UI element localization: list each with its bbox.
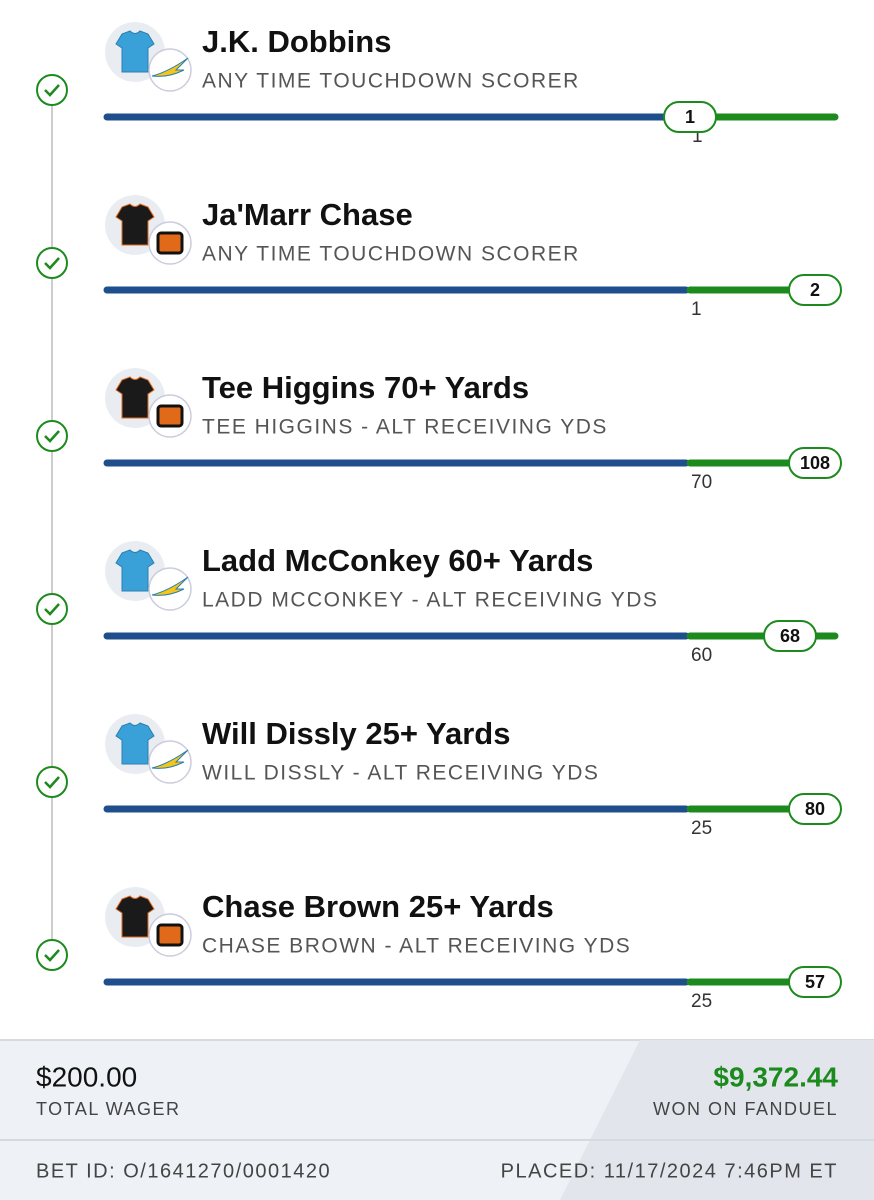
leg-market: WILL DISSLY - ALT RECEIVING YDS (202, 762, 599, 785)
check-mark (44, 949, 60, 962)
jersey (115, 376, 155, 419)
result-bubble (663, 101, 717, 133)
leg: Ladd McConkey 60+ Yards LADD MCCONKEY - A… (36, 541, 839, 666)
leg-market: LADD MCCONKEY - ALT RECEIVING YDS (202, 589, 658, 612)
result-bubble (788, 793, 842, 825)
leg-market: ANY TIME TOUCHDOWN SCORER (202, 70, 580, 93)
team-logo (151, 57, 189, 77)
payout-label: WON ON FANDUEL (653, 1099, 838, 1119)
leg: Tee Higgins 70+ Yards TEE HIGGINS - ALT R… (36, 368, 842, 493)
wager: $200.00 (36, 1061, 137, 1092)
team-logo (151, 576, 189, 596)
check-icon (36, 420, 68, 452)
leg-title: Chase Brown 25+ Yards (202, 889, 554, 924)
leg-title: J.K. Dobbins (202, 24, 391, 59)
check-icon (36, 766, 68, 798)
leg-market: ANY TIME TOUCHDOWN SCORER (202, 243, 580, 266)
result-value: 108 (800, 453, 830, 473)
leg: Will Dissly 25+ Yards WILL DISSLY - ALT R… (36, 714, 842, 839)
check-icon (36, 74, 68, 106)
target-label: 1 (692, 126, 703, 147)
result-value: 68 (780, 626, 800, 646)
team-logo (156, 404, 184, 428)
wager-label: TOTAL WAGER (36, 1099, 181, 1119)
leg: J.K. Dobbins ANY TIME TOUCHDOWN SCORER 11 (36, 22, 839, 147)
leg: Chase Brown 25+ Yards CHASE BROWN - ALT R… (36, 887, 842, 1012)
placed-time: PLACED: 11/17/2024 7:46PM ET (501, 1160, 838, 1182)
result-value: 2 (810, 280, 820, 300)
team-logo (156, 231, 184, 255)
result-bubble (788, 274, 842, 306)
footer-watermark (560, 1040, 874, 1200)
check-mark (44, 603, 60, 616)
jersey (115, 30, 155, 73)
check-mark (44, 257, 60, 270)
target-label: 1 (691, 299, 702, 320)
leg-title: Tee Higgins 70+ Yards (202, 370, 529, 405)
check-mark (44, 776, 60, 789)
jersey (115, 549, 155, 592)
result-value: 57 (805, 972, 825, 992)
result-bubble (788, 966, 842, 998)
target-label: 70 (691, 472, 712, 493)
payout: $9,372.44 (713, 1061, 838, 1092)
jersey (115, 722, 155, 765)
jersey (115, 895, 155, 938)
leg-market: TEE HIGGINS - ALT RECEIVING YDS (202, 416, 608, 439)
jersey (115, 203, 155, 246)
leg-market: CHASE BROWN - ALT RECEIVING YDS (202, 935, 631, 958)
leg-title: Will Dissly 25+ Yards (202, 716, 510, 751)
result-bubble (788, 447, 842, 479)
result-value: 80 (805, 799, 825, 819)
leg-title: Ja'Marr Chase (202, 197, 413, 232)
target-label: 60 (691, 645, 712, 666)
leg-title: Ladd McConkey 60+ Yards (202, 543, 593, 578)
bet-id: BET ID: O/1641270/0001420 (36, 1160, 331, 1182)
check-icon (36, 939, 68, 971)
check-mark (44, 84, 60, 97)
target-label: 25 (691, 818, 712, 839)
team-logo (151, 749, 189, 769)
check-icon (36, 593, 68, 625)
check-mark (44, 430, 60, 443)
result-bubble (763, 620, 817, 652)
team-logo (156, 923, 184, 947)
check-icon (36, 247, 68, 279)
target-label: 25 (691, 991, 712, 1012)
leg: Ja'Marr Chase ANY TIME TOUCHDOWN SCORER 1 2 (36, 195, 842, 320)
result-value: 1 (685, 107, 695, 127)
